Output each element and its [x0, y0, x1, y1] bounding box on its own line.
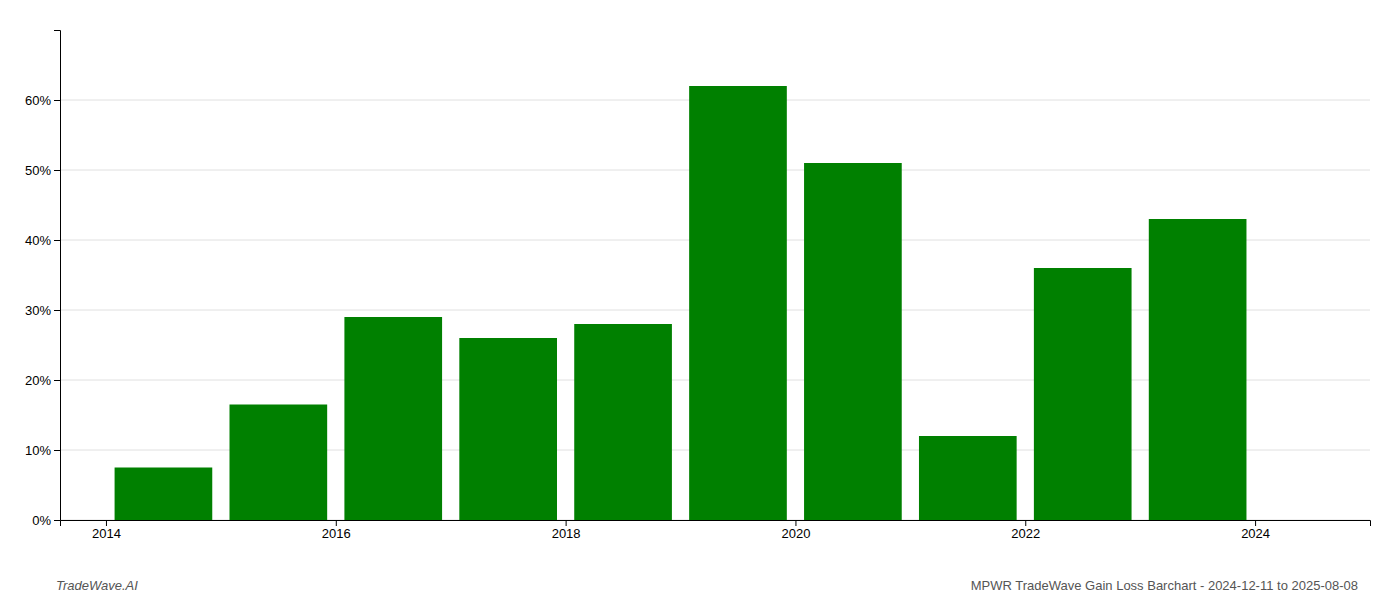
x-tick: 2018 [552, 520, 581, 541]
x-tick-label: 2020 [781, 526, 810, 541]
y-tick: 50% [25, 163, 60, 178]
x-tick: 2014 [92, 520, 121, 541]
bar [229, 405, 327, 521]
y-tick: 0% [32, 513, 60, 528]
y-axis: 0% 10% 20% 30% 40% 50% 60% [25, 31, 61, 528]
chart-container: 2014 2016 2018 2020 2022 2024 0% 10% 20% 30% 40% 50… [0, 0, 1400, 600]
bar [1034, 268, 1132, 520]
x-tick-mark [1025, 520, 1026, 526]
chart-svg: 2014 2016 2018 2020 2022 2024 0% 10% 20% 30% 40% 50… [0, 0, 1400, 600]
x-axis: 2014 2016 2018 2020 2022 2024 [61, 520, 1371, 541]
x-tick: 2016 [322, 520, 351, 541]
y-tick-mark [54, 520, 60, 521]
bar [919, 436, 1017, 520]
bar [1149, 219, 1247, 520]
y-tick-mark [54, 380, 60, 381]
y-tick-label: 20% [25, 373, 51, 388]
x-tick-mark [336, 520, 337, 526]
bar [459, 338, 557, 520]
y-tick-mark [54, 310, 60, 311]
y-tick-mark [54, 170, 60, 171]
x-tick: 2022 [1011, 520, 1040, 541]
plot-area: 2014 2016 2018 2020 2022 2024 0% 10% 20% 30% 40% 50… [25, 31, 1371, 542]
y-tick-mark [54, 240, 60, 241]
y-axis-line [54, 31, 61, 521]
y-tick-mark [54, 100, 60, 101]
bar [689, 86, 787, 520]
y-tick: 30% [25, 303, 60, 318]
x-tick-label: 2022 [1011, 526, 1040, 541]
x-tick-mark [106, 520, 107, 526]
y-tick-label: 0% [32, 513, 51, 528]
y-tick: 40% [25, 233, 60, 248]
y-tick-mark [54, 450, 60, 451]
y-tick: 20% [25, 373, 60, 388]
y-tick: 10% [25, 443, 60, 458]
x-tick-label: 2014 [92, 526, 121, 541]
x-tick-mark [566, 520, 567, 526]
bar [115, 468, 213, 521]
annotation: MPWR TradeWave Gain Loss Barchart - 2024… [971, 578, 1358, 593]
y-tick-label: 10% [25, 443, 51, 458]
bar [804, 163, 902, 520]
y-tick-label: 40% [25, 233, 51, 248]
x-tick: 2020 [781, 520, 810, 541]
y-tick-label: 30% [25, 303, 51, 318]
x-tick: 2024 [1241, 520, 1270, 541]
x-tick-label: 2018 [552, 526, 581, 541]
bars [115, 86, 1247, 520]
y-tick: 60% [25, 93, 60, 108]
bar [574, 324, 672, 520]
x-axis-line [61, 521, 1371, 527]
annotation: TradeWave.AI [56, 578, 138, 593]
x-tick-mark [795, 520, 796, 526]
bar [344, 317, 442, 520]
x-tick-label: 2016 [322, 526, 351, 541]
x-tick-label: 2024 [1241, 526, 1270, 541]
x-tick-mark [1255, 520, 1256, 526]
y-tick-label: 50% [25, 163, 51, 178]
y-tick-label: 60% [25, 93, 51, 108]
